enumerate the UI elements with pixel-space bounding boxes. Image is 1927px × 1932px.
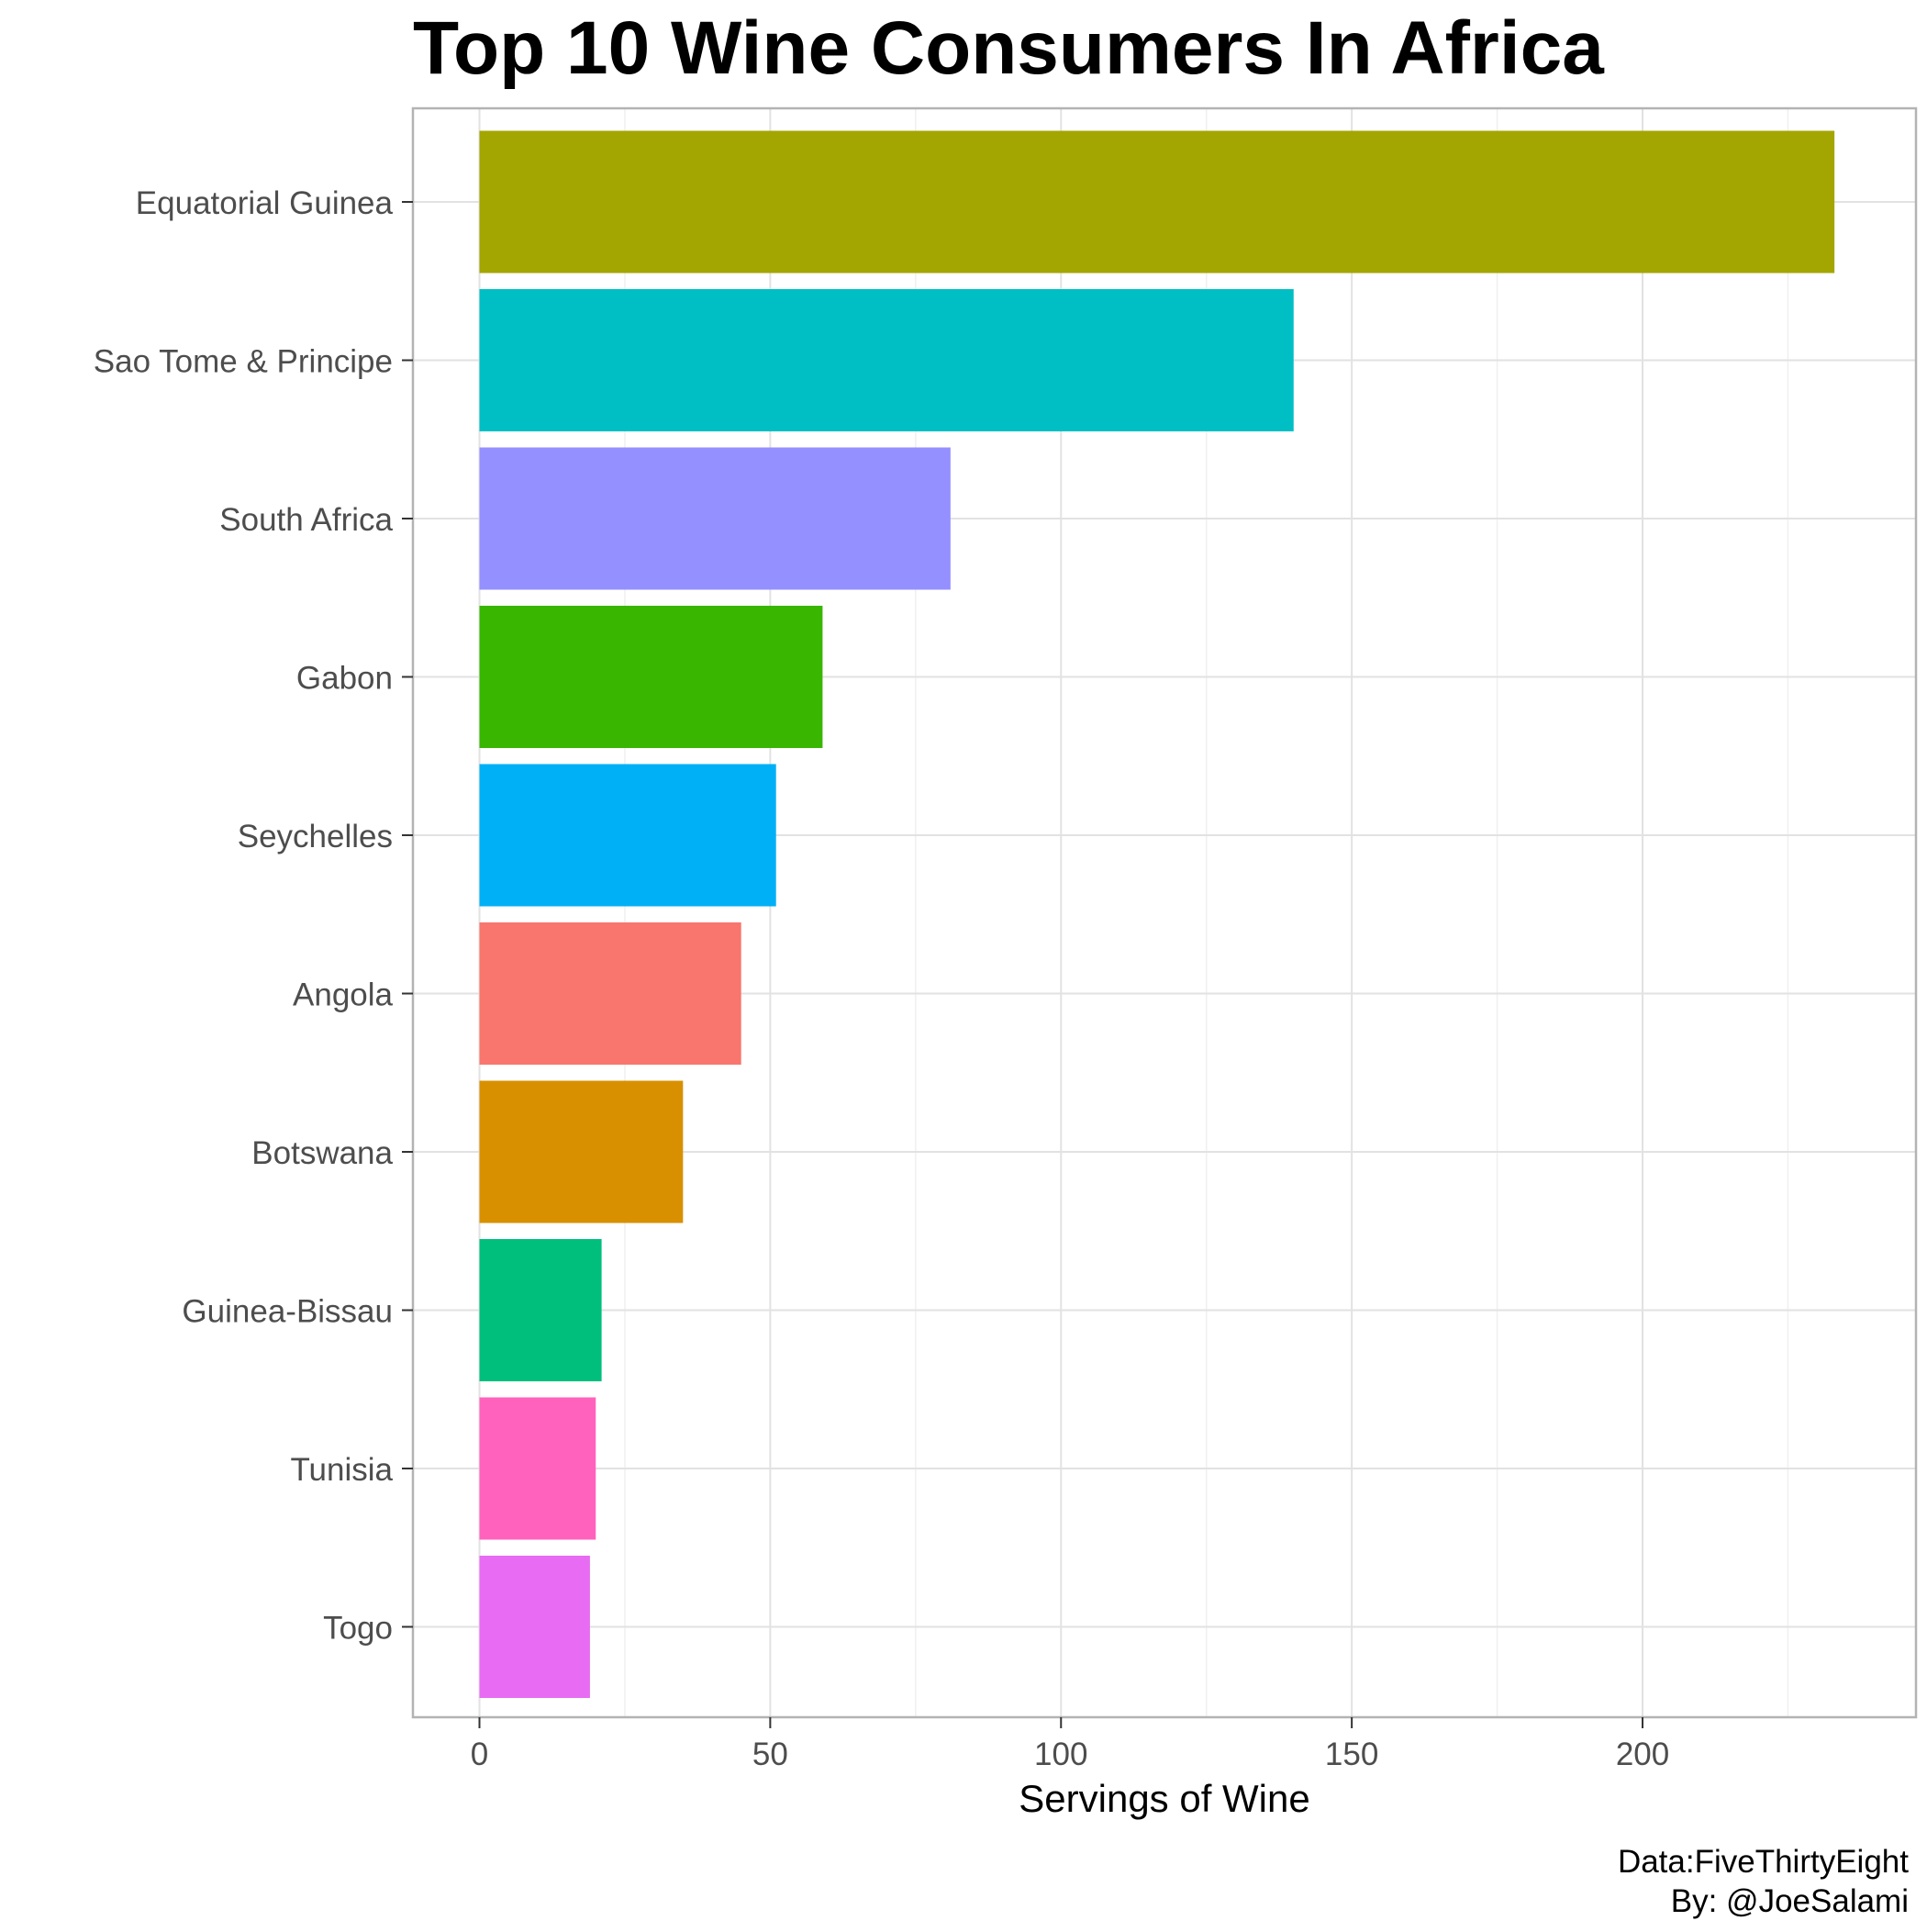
x-tick-label: 100 bbox=[1034, 1737, 1087, 1772]
bar-gabon bbox=[479, 606, 823, 748]
bars bbox=[479, 130, 1835, 1698]
x-tick-label: 50 bbox=[752, 1737, 788, 1772]
y-tick-label: Seychelles bbox=[238, 819, 393, 854]
bar-angola bbox=[479, 922, 741, 1065]
y-tick-label: Sao Tome & Principe bbox=[94, 344, 393, 380]
y-tick-label: Angola bbox=[293, 977, 394, 1013]
x-tick-label: 0 bbox=[471, 1737, 488, 1772]
y-tick-label: Gabon bbox=[296, 661, 393, 697]
chart-title: Top 10 Wine Consumers In Africa bbox=[413, 6, 1605, 90]
x-tick-label: 200 bbox=[1616, 1737, 1669, 1772]
bar-togo bbox=[479, 1556, 590, 1698]
bar-south-africa bbox=[479, 447, 951, 590]
x-tick-label: 150 bbox=[1325, 1737, 1378, 1772]
bar-tunisia bbox=[479, 1397, 596, 1540]
caption-author: By: @JoeSalami bbox=[1671, 1883, 1909, 1919]
x-axis: 0 50 100 150 200 bbox=[471, 1717, 1669, 1772]
plot-border bbox=[411, 106, 1918, 1719]
x-axis-label: Servings of Wine bbox=[1019, 1777, 1309, 1820]
bar-seychelles bbox=[479, 764, 776, 907]
bar-equatorial-guinea bbox=[479, 130, 1835, 274]
caption-source: Data:FiveThirtyEight bbox=[1618, 1844, 1909, 1880]
y-tick-label: South Africa bbox=[219, 502, 393, 538]
y-tick-label: Togo bbox=[323, 1611, 393, 1647]
bar-sao-tome-principe bbox=[479, 289, 1294, 431]
bar-botswana bbox=[479, 1080, 684, 1223]
y-tick-label: Tunisia bbox=[290, 1452, 393, 1488]
bar-guinea-bissau bbox=[479, 1239, 602, 1381]
y-axis: Equatorial Guinea Sao Tome & Principe Sout… bbox=[94, 185, 413, 1647]
y-tick-label: Equatorial Guinea bbox=[136, 185, 394, 221]
y-tick-label: Botswana bbox=[251, 1135, 393, 1171]
y-tick-label: Guinea-Bissau bbox=[182, 1294, 393, 1330]
